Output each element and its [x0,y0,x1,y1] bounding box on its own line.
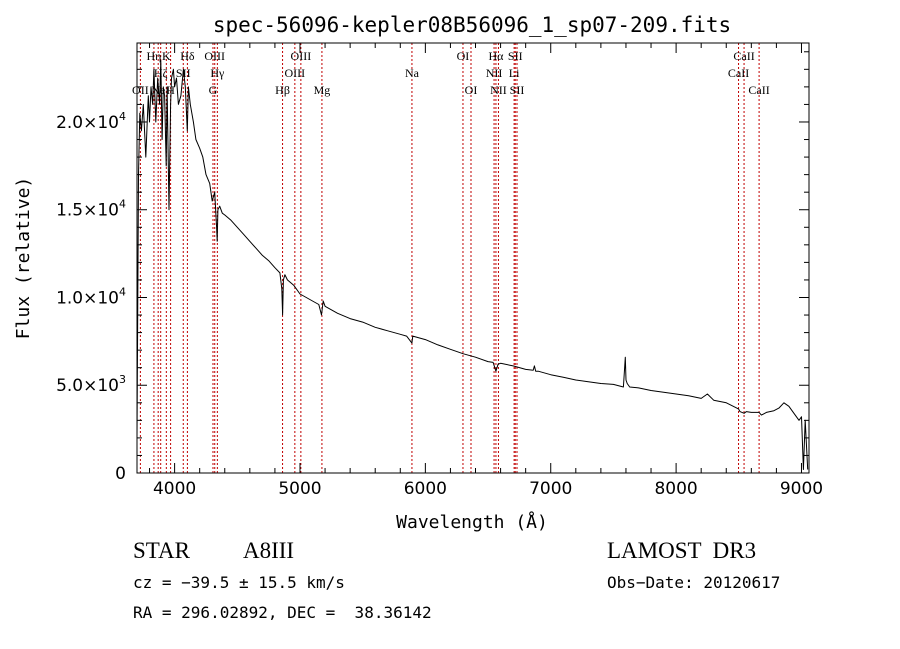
line-label: K [162,49,171,63]
x-axis: 4000 5000 6000 7000 8000 9000 [149,43,823,499]
line-label: SII [508,49,523,63]
line-label: Hδ [180,49,195,63]
line-label: CaII [748,83,769,97]
line-label: OI [465,83,478,97]
line-label: NII [490,83,507,97]
y-tick-label: 1.0×104 [56,285,126,308]
chart-title: spec-56096-kepler08B56096_1_sp07-209.fit… [213,13,731,37]
line-label: Mg [314,83,331,97]
plot-frame [136,42,810,474]
object-type: STAR [133,538,190,563]
line-label: Hη [146,49,161,63]
coordinates: RA = 296.02892, DEC = 38.36142 [133,603,432,622]
spectrum-series-line [136,60,809,470]
survey-name: LAMOST DR3 [607,538,757,563]
line-label: CaII [728,66,749,80]
line-label: NII [486,66,503,80]
y-tick-label: 5.0×103 [56,373,126,396]
line-label: Na [405,66,420,80]
y-tick-label: 0 [115,464,126,484]
line-label: SII [510,83,525,97]
observation-date: Obs−Date: 20120617 [607,573,781,592]
line-label: OII [132,83,149,97]
y-axis: 0 5.0×103 1.0×104 1.5×104 2.0×104 [56,51,809,484]
line-label: OIII [285,66,306,80]
spectral-subclass: A8III [243,538,295,563]
x-tick-label: 9000 [780,479,823,499]
line-label: Hα [488,49,504,63]
redshift-velocity: cz = −39.5 ± 15.5 km/s [133,573,345,592]
line-label: OIII [204,49,225,63]
y-tick-label: 2.0×104 [56,110,126,133]
line-label: Hγ [210,66,225,80]
x-axis-label: Wavelength (Å) [396,511,548,533]
line-label: OI [457,49,470,63]
y-tick-label: 1.5×104 [56,198,126,221]
line-label: G [209,83,218,97]
y-axis-label: Flux (relative) [13,177,34,340]
x-tick-label: 8000 [654,479,697,499]
line-label: OIII [291,49,312,63]
line-markers [139,43,760,473]
x-tick-label: 4000 [153,479,196,499]
line-label: Li [509,66,520,80]
line-label: Hβ [275,83,290,97]
x-tick-label: 7000 [529,479,572,499]
x-tick-label: 6000 [404,479,447,499]
x-tick-label: 5000 [278,479,321,499]
line-label: CaII [733,49,754,63]
